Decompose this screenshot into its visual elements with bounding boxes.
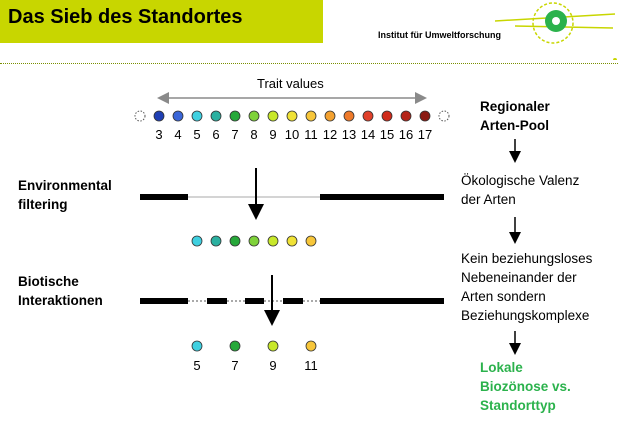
local-biocenosis-text: Lokale Biozönose vs. Standorttyp [480, 358, 571, 415]
filtered-species-dot [229, 235, 241, 247]
pool-number: 12 [322, 127, 338, 142]
interaction-bar-1 [140, 298, 188, 304]
pool-species-dot [419, 110, 431, 122]
filtered-species-dots [191, 235, 317, 247]
page-title: Das Sieb des Standortes [8, 6, 243, 28]
biotic-interactions-label: Biotische Interaktionen [18, 272, 103, 310]
trait-axis-label: Trait values [257, 76, 324, 91]
pool-number: 11 [304, 127, 318, 142]
interaction-bar-4 [283, 298, 303, 304]
regional-pool-dots [153, 110, 431, 122]
local-species-dot [305, 340, 317, 352]
interaction-bar-5 [320, 298, 444, 304]
pool-species-dot [153, 110, 165, 122]
environmental-filtering-label-line2: filtering [18, 197, 68, 212]
pool-end-placeholder-right [438, 110, 450, 122]
filtered-species-dot [267, 235, 279, 247]
pool-number: 15 [379, 127, 395, 142]
logo-dot [613, 58, 617, 60]
filter-bar-right [320, 194, 444, 200]
pool-number: 10 [284, 127, 300, 142]
result-number: 11 [304, 358, 318, 373]
result-number: 9 [269, 358, 277, 373]
pool-species-dot [343, 110, 355, 122]
local-biocenosis-line1: Lokale [480, 360, 523, 375]
pool-species-dot [324, 110, 336, 122]
pool-species-dot [381, 110, 393, 122]
pool-number: 5 [193, 127, 201, 142]
relationship-complex-text: Kein beziehungsloses Nebeneinander der A… [461, 249, 592, 325]
local-community-dots [191, 340, 317, 352]
interaction-bar-2 [207, 298, 227, 304]
local-species-dot [191, 340, 203, 352]
filtered-species-dot [305, 235, 317, 247]
pool-species-dot [362, 110, 374, 122]
pool-number: 3 [155, 127, 163, 142]
local-species-dot [267, 340, 279, 352]
pool-species-dot [172, 110, 184, 122]
logo-center [552, 17, 560, 25]
ecological-valence-text: Ökologische Valenz der Arten [461, 171, 579, 209]
relationship-complex-line4: Beziehungskomplexe [461, 308, 590, 323]
pool-number: 16 [398, 127, 414, 142]
pool-species-dot [229, 110, 241, 122]
result-number: 7 [231, 358, 239, 373]
regional-pool-title: Regionaler Arten-Pool [480, 97, 550, 135]
relationship-complex-line1: Kein beziehungsloses [461, 251, 593, 266]
institute-name: Institut für Umweltforschung [378, 30, 501, 40]
pool-species-dot [248, 110, 260, 122]
relationship-complex-line2: Nebeneinander der [461, 270, 577, 285]
result-number: 5 [193, 358, 201, 373]
pool-number: 17 [417, 127, 433, 142]
ecological-valence-line1: Ökologische Valenz [461, 173, 580, 188]
biotic-interactions-label-line2: Interaktionen [18, 293, 103, 308]
environmental-filtering-label-line1: Environmental [18, 178, 112, 193]
pool-species-dot [400, 110, 412, 122]
interaction-bar-3 [245, 298, 264, 304]
institute-logo-icon [495, 2, 617, 60]
pool-number: 8 [250, 127, 258, 142]
local-biocenosis-line2: Biozönose vs. [480, 379, 571, 394]
ecological-valence-line2: der Arten [461, 192, 516, 207]
local-biocenosis-line3: Standorttyp [480, 398, 556, 413]
logo-ring [532, 2, 574, 44]
local-species-dot [229, 340, 241, 352]
biotic-interactions-label-line1: Biotische [18, 274, 79, 289]
pool-end-placeholder-left [134, 110, 146, 122]
filtered-species-dot [191, 235, 203, 247]
pool-number: 7 [231, 127, 239, 142]
pool-species-dot [191, 110, 203, 122]
pool-number: 9 [269, 127, 277, 142]
filtered-species-dot [248, 235, 260, 247]
pool-number: 4 [174, 127, 182, 142]
filtered-species-dot [286, 235, 298, 247]
relationship-complex-line3: Arten sondern [461, 289, 546, 304]
pool-species-dot [305, 110, 317, 122]
pool-species-dot [286, 110, 298, 122]
regional-pool-title-line2: Arten-Pool [480, 118, 549, 133]
header-divider [0, 63, 618, 64]
filtered-species-dot [210, 235, 222, 247]
pool-number: 13 [341, 127, 357, 142]
environmental-filtering-label: Environmental filtering [18, 176, 112, 214]
pool-species-dot [267, 110, 279, 122]
pool-species-dot [210, 110, 222, 122]
pool-number: 6 [212, 127, 220, 142]
title-bar [0, 0, 323, 43]
pool-number: 14 [360, 127, 376, 142]
regional-pool-title-line1: Regionaler [480, 99, 550, 114]
filter-bar-left [140, 194, 188, 200]
